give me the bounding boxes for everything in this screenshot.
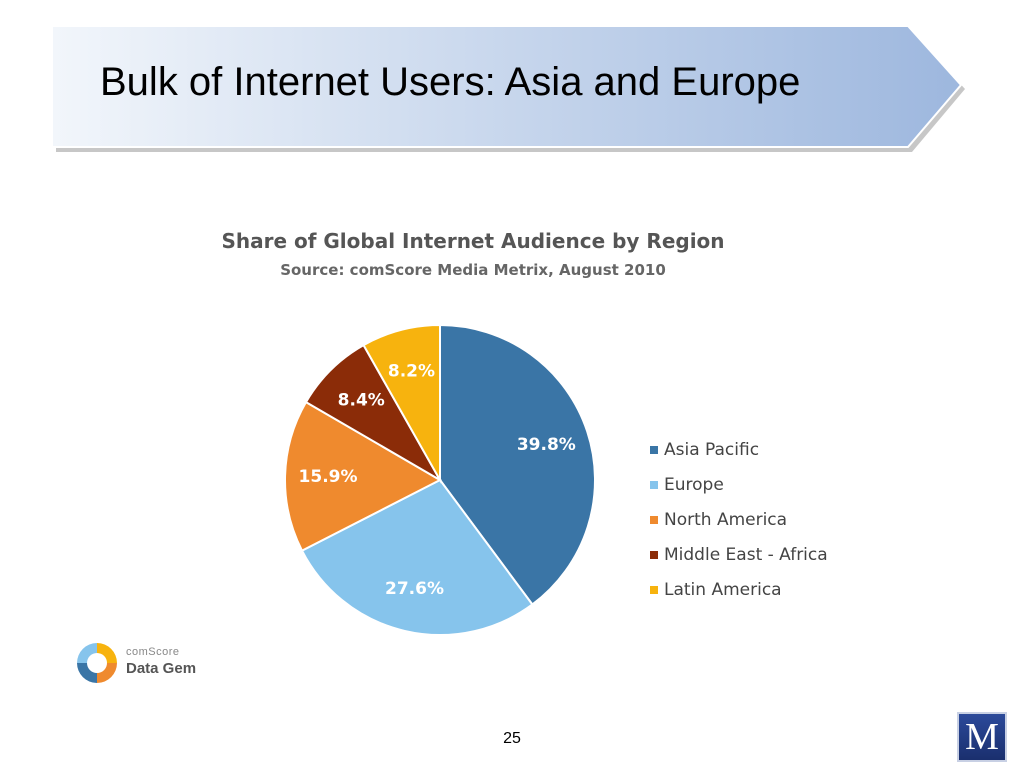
comscore-logo: comScore Data Gem	[74, 638, 214, 690]
pie-slice-2	[284, 400, 443, 552]
pie-slice-4	[362, 323, 441, 484]
pie-label-1: 27.6%	[385, 579, 444, 599]
pie-label-2: 15.9%	[299, 467, 358, 487]
m-logo: M	[957, 712, 1007, 762]
comscore-ring-icon	[77, 643, 117, 683]
page-number: 25	[503, 730, 521, 747]
pie-label-4: 8.2%	[388, 362, 435, 382]
slide-title: Bulk of Internet Users: Asia and Europe	[100, 60, 801, 104]
legend-item: Asia Pacific	[650, 432, 828, 467]
comscore-brand-text: comScore	[126, 646, 180, 658]
legend-swatch	[650, 480, 658, 489]
comscore-product-text: Data Gem	[126, 660, 197, 677]
pie-chart: 39.8% 27.6% 15.9% 8.4%8.2%	[284, 323, 596, 636]
legend-swatch	[650, 515, 658, 524]
title-banner	[51, 25, 965, 152]
pie-slice-1	[300, 478, 534, 636]
chart-title: Share of Global Internet Audience by Reg…	[221, 229, 725, 253]
legend-item: Latin America	[650, 572, 828, 607]
legend-item: Europe	[650, 467, 828, 502]
legend-swatch	[650, 445, 658, 454]
pie-label-0: 39.8%	[517, 435, 576, 455]
pie-label-3: 8.4%	[338, 390, 385, 410]
legend-label: Asia Pacific	[664, 439, 760, 460]
legend-item: North America	[650, 502, 828, 537]
m-logo-letter: M	[965, 716, 999, 758]
chart-subtitle: Source: comScore Media Metrix, August 20…	[280, 261, 666, 279]
legend-swatch	[650, 550, 658, 559]
legend-swatch	[650, 585, 658, 594]
legend-label: Latin America	[664, 579, 782, 600]
legend-label: Middle East - Africa	[664, 544, 828, 565]
legend-label: North America	[664, 509, 788, 530]
pie-slice-0	[439, 323, 596, 606]
legend-label: Europe	[664, 474, 724, 495]
legend-item: Middle East - Africa	[650, 537, 828, 572]
chart-legend: Asia Pacific Europe North America Middle Ea…	[650, 432, 828, 607]
